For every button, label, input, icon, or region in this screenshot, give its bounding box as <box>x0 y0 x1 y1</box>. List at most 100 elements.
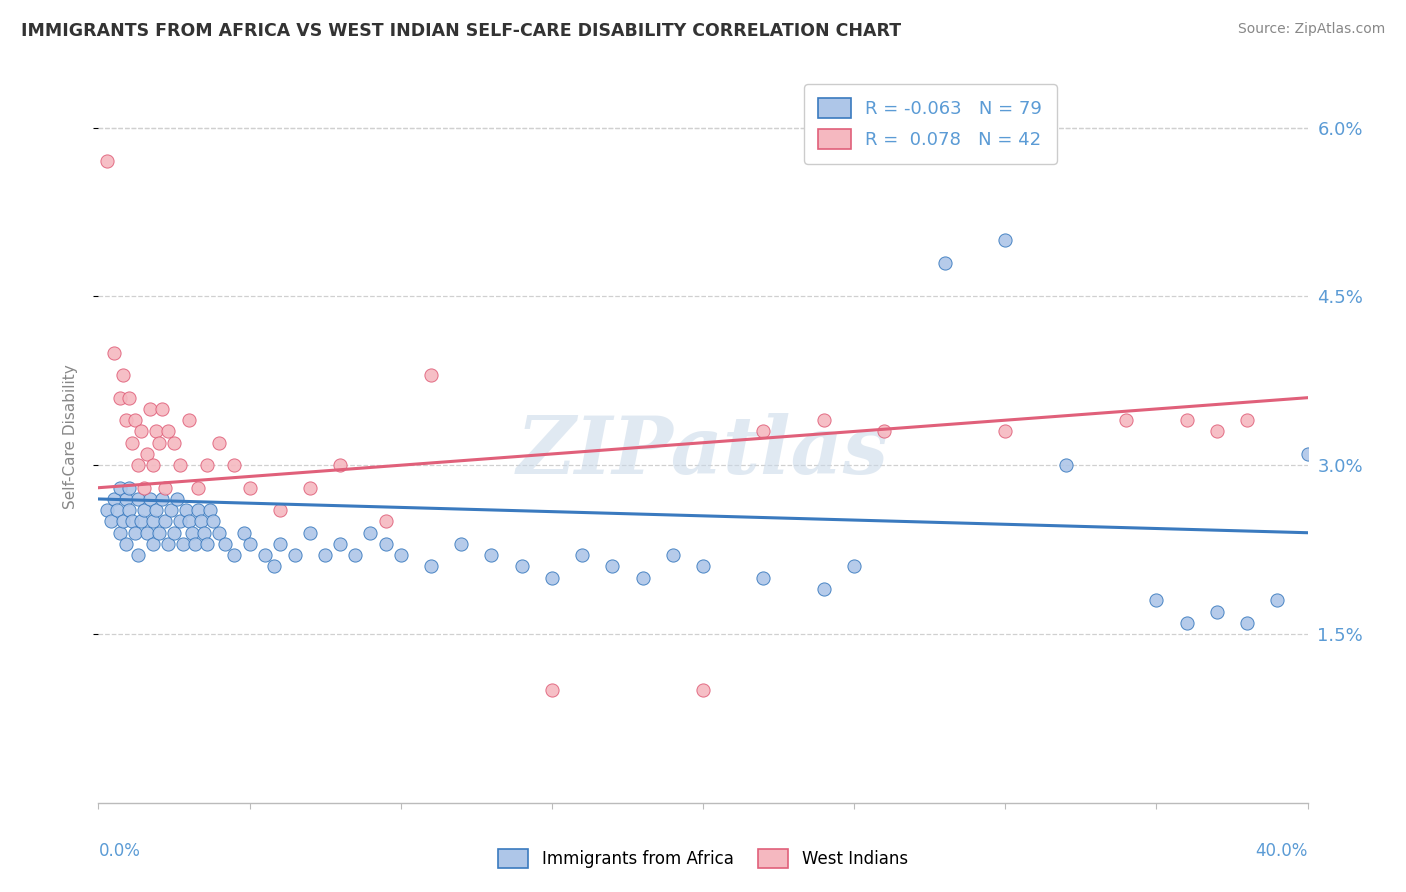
Point <box>1267 593 1289 607</box>
Point <box>148 435 170 450</box>
Point <box>132 481 155 495</box>
Point <box>150 491 173 506</box>
Point <box>692 683 714 698</box>
Point <box>844 559 866 574</box>
Point <box>108 481 131 495</box>
Point <box>129 515 152 529</box>
Point <box>934 255 956 269</box>
Point <box>184 537 207 551</box>
Point <box>1144 593 1167 607</box>
Point <box>160 503 183 517</box>
Point <box>103 345 125 359</box>
Point <box>166 491 188 506</box>
Point <box>232 525 254 540</box>
Point <box>284 548 307 562</box>
Point <box>153 515 176 529</box>
Point <box>145 503 167 517</box>
Point <box>114 491 136 506</box>
Point <box>127 491 149 506</box>
Point <box>253 548 276 562</box>
Point <box>481 548 503 562</box>
Point <box>139 401 162 416</box>
Point <box>752 571 775 585</box>
Point <box>156 537 179 551</box>
Point <box>181 525 204 540</box>
Point <box>571 548 593 562</box>
Point <box>195 537 218 551</box>
Point <box>374 537 396 551</box>
Point <box>142 458 165 473</box>
Point <box>752 425 775 439</box>
Point <box>172 537 194 551</box>
Point <box>344 548 367 562</box>
Point <box>195 458 218 473</box>
Point <box>314 548 336 562</box>
Point <box>1175 413 1198 427</box>
Point <box>156 425 179 439</box>
Point <box>142 537 165 551</box>
Point <box>1054 458 1077 473</box>
Point <box>135 525 157 540</box>
Point <box>208 435 231 450</box>
Point <box>1206 425 1229 439</box>
Point <box>150 401 173 416</box>
Y-axis label: Self-Care Disability: Self-Care Disability <box>63 365 77 509</box>
Point <box>118 503 141 517</box>
Point <box>360 525 382 540</box>
Point <box>1206 605 1229 619</box>
Point <box>813 413 835 427</box>
Point <box>510 559 533 574</box>
Point <box>540 571 562 585</box>
Point <box>208 525 231 540</box>
Point <box>200 503 222 517</box>
Point <box>148 525 170 540</box>
Point <box>329 458 352 473</box>
Point <box>96 503 118 517</box>
Point <box>124 413 146 427</box>
Point <box>1296 447 1319 461</box>
Point <box>139 491 162 506</box>
Point <box>179 515 201 529</box>
Point <box>163 435 186 450</box>
Point <box>135 447 157 461</box>
Point <box>179 413 201 427</box>
Legend: Immigrants from Africa, West Indians: Immigrants from Africa, West Indians <box>492 843 914 875</box>
Text: IMMIGRANTS FROM AFRICA VS WEST INDIAN SELF-CARE DISABILITY CORRELATION CHART: IMMIGRANTS FROM AFRICA VS WEST INDIAN SE… <box>21 22 901 40</box>
Point <box>163 525 186 540</box>
Point <box>108 525 131 540</box>
Point <box>994 233 1017 247</box>
Point <box>121 515 143 529</box>
Point <box>142 515 165 529</box>
Point <box>96 154 118 169</box>
Text: ZIPatlas: ZIPatlas <box>517 413 889 491</box>
Point <box>190 515 212 529</box>
Point <box>127 548 149 562</box>
Text: 40.0%: 40.0% <box>1256 842 1308 860</box>
Point <box>103 491 125 506</box>
Point <box>873 425 896 439</box>
Point <box>813 582 835 596</box>
Point <box>121 435 143 450</box>
Point <box>994 425 1017 439</box>
Point <box>374 515 396 529</box>
Point <box>118 391 141 405</box>
Point <box>420 559 443 574</box>
Point <box>263 559 285 574</box>
Point <box>329 537 352 551</box>
Point <box>299 525 322 540</box>
Point <box>661 548 683 562</box>
Point <box>108 391 131 405</box>
Point <box>1175 615 1198 630</box>
Point <box>214 537 236 551</box>
Point <box>132 503 155 517</box>
Point <box>129 425 152 439</box>
Point <box>114 413 136 427</box>
Point <box>111 368 134 383</box>
Point <box>239 537 262 551</box>
Point <box>269 537 291 551</box>
Point <box>1115 413 1137 427</box>
Point <box>174 503 197 517</box>
Point <box>111 515 134 529</box>
Legend: R = -0.063   N = 79, R =  0.078   N = 42: R = -0.063 N = 79, R = 0.078 N = 42 <box>804 84 1057 163</box>
Point <box>1236 413 1258 427</box>
